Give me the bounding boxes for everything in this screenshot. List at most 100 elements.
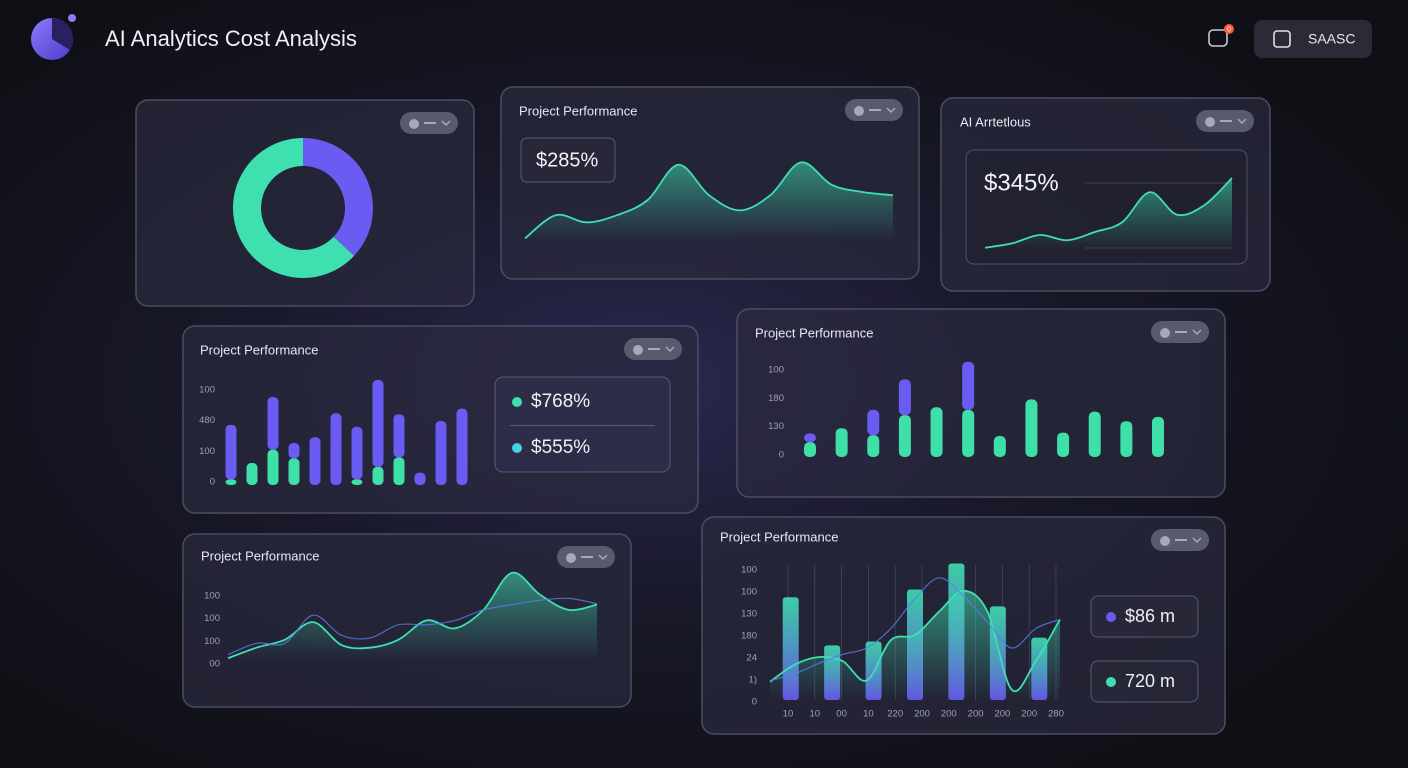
line	[769, 577, 1061, 682]
panel-title: Project Performance	[200, 342, 319, 357]
legend-dot	[1106, 677, 1116, 687]
y-tick-label: 100	[204, 591, 220, 602]
bar-segment	[867, 409, 880, 436]
panel-card	[135, 99, 475, 307]
y-tick-label: 180	[741, 631, 757, 642]
menu-icon	[566, 553, 576, 563]
panel: Project Performance 100 480 100 0 $768% $555%	[182, 325, 699, 514]
bar-segment	[804, 433, 816, 443]
panel-menu[interactable]	[845, 99, 903, 121]
legend-label: $768%	[531, 391, 590, 412]
line	[524, 161, 894, 240]
y-tick-label: 100	[768, 365, 784, 376]
legend-dot	[1106, 612, 1116, 622]
line-area	[228, 572, 597, 660]
x-tick-label: 200	[941, 709, 957, 720]
bar-segment	[372, 466, 384, 485]
panel: Project Performance 100 100 100 00	[182, 533, 632, 708]
bar-segment	[288, 443, 300, 459]
button-label: SAASC	[1308, 31, 1355, 47]
y-tick-label: 100	[741, 565, 757, 576]
legend-label: $86 m	[1125, 606, 1175, 626]
y-tick-label: 100	[204, 613, 220, 624]
y-tick-label: 180	[768, 393, 784, 404]
legend-label: 720 m	[1125, 671, 1175, 691]
panel-menu[interactable]	[400, 112, 458, 134]
bar-segment	[351, 479, 363, 485]
y-tick-label: 480	[199, 415, 215, 426]
bar-segment	[456, 408, 468, 485]
y-tick-label: 130	[741, 609, 757, 620]
value-box	[520, 137, 616, 183]
panel-menu[interactable]	[557, 546, 615, 568]
menu-icon	[886, 107, 896, 114]
line	[227, 597, 598, 656]
y-tick-label: 130	[768, 421, 784, 432]
x-tick-label: 00	[836, 709, 847, 720]
legend-box	[494, 376, 671, 473]
panel-title: Project Performance	[201, 548, 320, 563]
bar-segment	[393, 457, 405, 485]
x-tick-label: 220	[887, 709, 903, 720]
account-button[interactable]: SAASC	[1254, 20, 1372, 58]
line-area	[770, 590, 1060, 700]
x-tick-label: 200	[994, 709, 1010, 720]
bar-segment	[1025, 399, 1038, 457]
bar-segment	[267, 397, 279, 450]
menu-icon	[409, 119, 419, 129]
notifications[interactable]: 0	[1208, 24, 1234, 47]
menu-icon	[1160, 536, 1170, 546]
bar-segment	[330, 413, 342, 485]
x-tick-label: 200	[968, 709, 984, 720]
bar-segment	[1120, 421, 1133, 457]
bar-segment	[309, 437, 321, 485]
bar-segment	[898, 415, 911, 457]
bar-segment	[393, 414, 405, 458]
menu-icon	[1192, 329, 1202, 336]
line	[227, 571, 598, 660]
x-tick-label: 200	[914, 709, 930, 720]
bar-segment	[246, 463, 258, 485]
legend-box	[1090, 595, 1199, 638]
menu-icon	[441, 120, 451, 127]
panel	[135, 99, 475, 307]
panel-menu[interactable]	[624, 338, 682, 360]
value-label: $345%	[984, 169, 1059, 196]
y-tick-label: 0	[210, 477, 215, 488]
y-tick-label: 0	[752, 697, 757, 708]
bar-segment	[414, 472, 426, 485]
bar-segment	[962, 409, 975, 457]
y-tick-label: 100	[204, 636, 220, 647]
x-tick-label: 10	[863, 709, 874, 720]
logo	[31, 14, 76, 60]
panel-title: Project Performance	[720, 529, 839, 544]
bar-segment	[351, 426, 363, 480]
bar-segment	[993, 436, 1006, 457]
y-tick-label: 100	[741, 587, 757, 598]
bar-segment	[288, 458, 300, 485]
panel: AI Arrtetlous $345%	[940, 97, 1271, 292]
line-area	[525, 162, 893, 240]
menu-icon	[665, 346, 675, 353]
bar-segment	[372, 380, 384, 467]
panel: Project Performance $285%	[500, 86, 920, 280]
panel-menu[interactable]	[1196, 110, 1254, 132]
bar-segment	[835, 428, 848, 457]
menu-icon	[854, 106, 864, 116]
menu-icon	[1160, 328, 1170, 338]
bar-segment	[898, 379, 911, 416]
panel-menu[interactable]	[1151, 321, 1209, 343]
panel-title: AI Arrtetlous	[960, 114, 1031, 129]
legend-dot	[512, 443, 522, 453]
panel-menu[interactable]	[1151, 529, 1209, 551]
bar-segment	[1057, 432, 1070, 457]
value-label: $285%	[536, 149, 598, 171]
panel: Project Performance 100 100 130 180 24 1) 0 10 10…	[701, 516, 1226, 735]
donut-segment	[302, 138, 373, 256]
x-tick-label: 280	[1048, 709, 1064, 720]
menu-icon	[1192, 537, 1202, 544]
y-tick-label: 0	[779, 450, 784, 461]
bar-segment	[1152, 416, 1164, 457]
